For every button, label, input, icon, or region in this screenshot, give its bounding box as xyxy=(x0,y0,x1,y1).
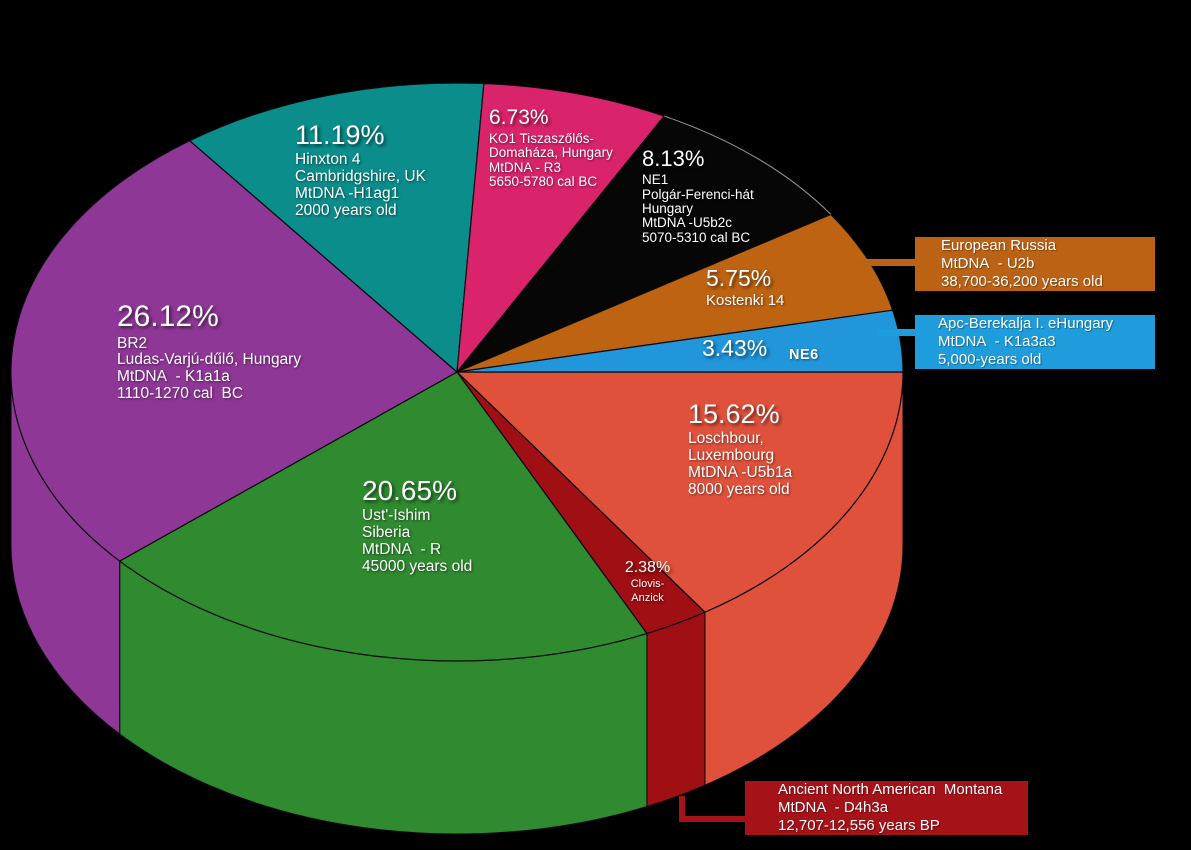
slice-label-line: BR2 xyxy=(117,334,148,352)
slice-label-line: Ust'-Ishim xyxy=(362,507,431,525)
slice-label-line: MtDNA - R3 xyxy=(489,159,562,175)
slice-label-line: MtDNA -U5b1a xyxy=(688,463,793,481)
slice-label-line: Clovis- xyxy=(630,577,665,590)
slice-label-ne1: 8.13% NE1 Polgár-Ferenci-hát Hungary MtD… xyxy=(642,147,754,245)
slice-label-clovis-anzick: 2.38% Clovis- Anzick xyxy=(595,559,700,605)
slice-label-hinxton: 11.19% Hinxton 4 Cambridgshire, UK MtDNA… xyxy=(295,121,426,219)
slice-percent: 15.62% xyxy=(688,399,780,429)
slice-label-br2: 26.12% BR2 Ludas-Varjú-dűlő, Hungary MtD… xyxy=(117,301,301,402)
callout-connector-montana-horizontal xyxy=(679,816,746,822)
slice-side-clovis-anzick xyxy=(646,611,706,807)
callout-line: MtDNA - K1a3a3 xyxy=(938,333,1056,350)
slice-percent: 5.75% xyxy=(706,265,772,291)
slice-top-br2 xyxy=(10,140,458,562)
slice-label-ne6-name: NE6 xyxy=(789,347,819,364)
callout-line: Apc-Berekalja I. eHungary xyxy=(938,315,1114,332)
slice-label-line: 45000 years old xyxy=(362,557,473,575)
callout-line: 12,707-12,556 years BP xyxy=(778,817,940,834)
slice-label-line: 8000 years old xyxy=(688,480,790,498)
slice-label-line: 2000 years old xyxy=(295,201,397,219)
slice-label-line: Siberia xyxy=(362,524,411,542)
callout-line: Ancient North American Montana xyxy=(778,781,1003,798)
slice-label-ne6-percent: 3.43% xyxy=(702,336,767,363)
slice-label-line: MtDNA - K1a1a xyxy=(117,367,230,385)
slice-percent: 8.13% xyxy=(642,146,705,171)
slice-label-kostenki: 5.75% Kostenki 14 xyxy=(706,266,784,309)
slice-label-line: MtDNA -H1ag1 xyxy=(295,184,400,202)
slice-percent: 3.43% xyxy=(702,335,768,361)
callout-line: 5,000-years old xyxy=(938,351,1042,368)
slice-label-ko1: 6.73% KO1 Tiszaszőlős- Domaháza, Hungary… xyxy=(489,106,613,190)
callout-connector-montana-vertical xyxy=(679,796,685,822)
callout-line: MtDNA - U2b xyxy=(941,255,1035,272)
callout-line: European Russia xyxy=(941,237,1057,254)
slice-percent: 26.12% xyxy=(117,300,219,333)
callout-line: 38,700-36,200 years old xyxy=(941,273,1103,290)
callout-connector-european-russia xyxy=(856,259,916,266)
slice-label-line: Loschbour, xyxy=(688,430,764,448)
slice-top-ne6 xyxy=(456,309,904,373)
slice-label-line: Hinxton 4 xyxy=(295,151,361,169)
slice-percent: 11.19% xyxy=(295,120,385,150)
slice-label-line: KO1 Tiszaszőlős- xyxy=(489,131,595,147)
callout-line: MtDNA - D4h3a xyxy=(778,799,889,816)
callout-connector-apc-berekalja xyxy=(878,329,916,336)
slice-label-line: Anzick xyxy=(631,591,664,604)
slice-label-line: Polgár-Ferenci-hát xyxy=(642,186,754,202)
slice-label-line: Domaháza, Hungary xyxy=(489,145,613,161)
slice-label-line: 5650-5780 cal BC xyxy=(489,174,598,190)
slice-edge-highlight-ne1 xyxy=(664,115,832,215)
slice-label-loschbour: 15.62% Loschbour, Luxembourg MtDNA -U5b1… xyxy=(688,400,792,498)
slice-label-line: Kostenki 14 xyxy=(706,292,785,310)
callout-apc-berekalja: Apc-Berekalja I. eHungary MtDNA - K1a3a3… xyxy=(915,315,1155,369)
slice-label-ust-ishim: 20.65% Ust'-Ishim Siberia MtDNA - R 4500… xyxy=(362,476,472,575)
slice-label-line: MtDNA -U5b2c xyxy=(642,215,733,231)
slice-label-line: Luxembourg xyxy=(688,447,775,465)
slice-label-line: NE1 xyxy=(642,172,669,188)
slice-top-ko1 xyxy=(456,82,665,373)
slice-top-hinxton xyxy=(189,82,485,373)
slice-label-line: Hungary xyxy=(642,200,694,216)
callout-montana: Ancient North American Montana MtDNA - D… xyxy=(745,781,1028,835)
slice-label-line: 1110-1270 cal BC xyxy=(117,384,244,402)
slice-label-line: NE6 xyxy=(789,347,819,363)
slice-top-ust-ishim xyxy=(119,371,648,662)
slice-label-line: MtDNA - R xyxy=(362,540,442,558)
slice-label-line: Cambridgshire, UK xyxy=(295,168,426,186)
slice-label-line: 5070-5310 cal BC xyxy=(642,229,751,245)
slice-top-loschbour xyxy=(456,371,904,613)
slice-percent: 6.73% xyxy=(489,106,549,129)
slice-percent: 20.65% xyxy=(362,475,457,506)
slice-percent: 2.38% xyxy=(624,559,671,576)
callout-european-russia: European Russia MtDNA - U2b 38,700-36,20… xyxy=(915,237,1155,291)
slice-label-line: Ludas-Varjú-dűlő, Hungary xyxy=(117,351,302,369)
